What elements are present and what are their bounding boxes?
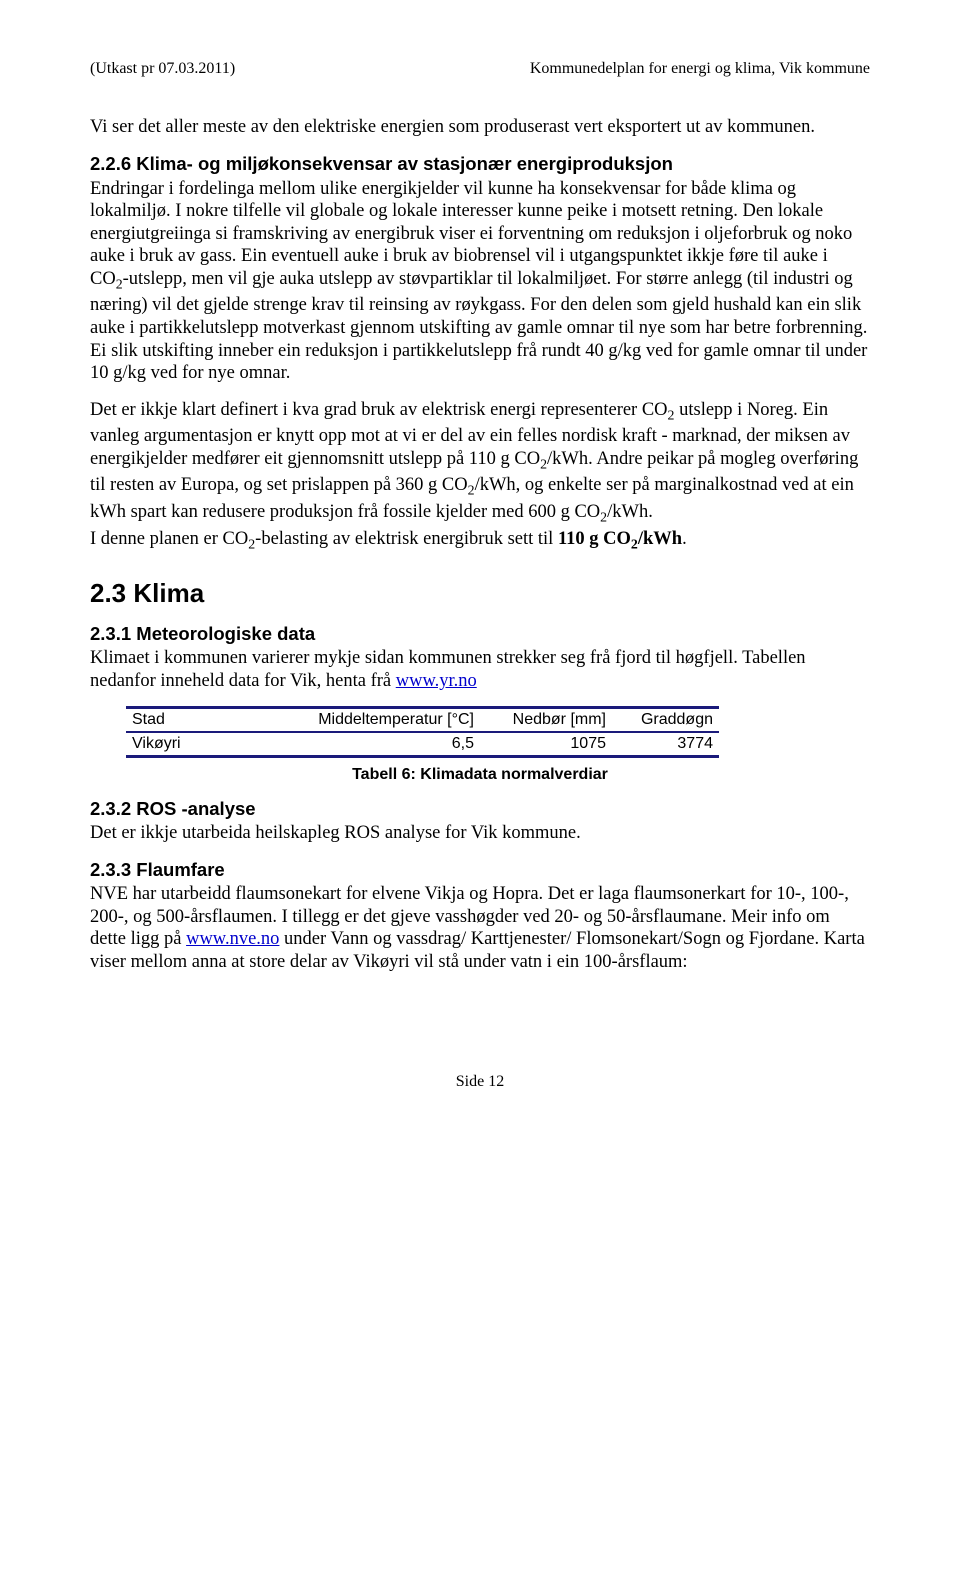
- subscript-2: 2: [631, 537, 638, 552]
- table-header-cell: Graddøgn: [612, 708, 719, 733]
- paragraph-2-3-2: Det er ikkje utarbeida heilskapleg ROS a…: [90, 822, 870, 845]
- paragraph-2-2-6-b: Det er ikkje klart definert i kva grad b…: [90, 399, 870, 555]
- heading-2-2-6: 2.2.6 Klima- og miljøkonsekvensar av sta…: [90, 153, 870, 175]
- table-header-row: Stad Middeltemperatur [°C] Nedbør [mm] G…: [126, 708, 719, 733]
- table-cell: 1075: [480, 732, 612, 757]
- subscript-2: 2: [468, 484, 475, 499]
- table-row: Vikøyri 6,5 1075 3774: [126, 732, 719, 757]
- table-header-cell: Nedbør [mm]: [480, 708, 612, 733]
- text-fragment: .: [682, 529, 687, 549]
- table-caption: Tabell 6: Klimadata normalverdiar: [90, 766, 870, 784]
- page-header: (Utkast pr 07.03.2011) Kommunedelplan fo…: [90, 60, 870, 78]
- header-left: (Utkast pr 07.03.2011): [90, 60, 235, 78]
- link-yr-no[interactable]: www.yr.no: [396, 671, 477, 691]
- page-footer: Side 12: [90, 1073, 870, 1091]
- table-cell: 3774: [612, 732, 719, 757]
- heading-2-3-3: 2.3.3 Flaumfare: [90, 859, 870, 881]
- intro-paragraph: Vi ser det aller meste av den elektriske…: [90, 116, 870, 139]
- table-header-cell: Middeltemperatur [°C]: [278, 708, 480, 733]
- page: (Utkast pr 07.03.2011) Kommunedelplan fo…: [0, 0, 960, 1131]
- heading-2-3: 2.3 Klima: [90, 578, 870, 609]
- climate-table: Stad Middeltemperatur [°C] Nedbør [mm] G…: [126, 706, 719, 758]
- text-fragment: I denne planen er CO: [90, 529, 248, 549]
- table-cell: 6,5: [278, 732, 480, 757]
- subscript-2: 2: [540, 458, 547, 473]
- text-fragment: /kWh.: [607, 502, 653, 522]
- table-header-cell: Stad: [126, 708, 278, 733]
- text-fragment: Det er ikkje klart definert i kva grad b…: [90, 400, 668, 420]
- text-bold: /kWh: [638, 529, 682, 549]
- heading-2-3-1: 2.3.1 Meteorologiske data: [90, 623, 870, 645]
- link-nve-no[interactable]: www.nve.no: [186, 929, 279, 949]
- paragraph-2-3-3: NVE har utarbeidd flaumsonekart for elve…: [90, 883, 870, 973]
- paragraph-2-3-1: Klimaet i kommunen varierer mykje sidan …: [90, 647, 870, 692]
- heading-2-3-2: 2.3.2 ROS -analyse: [90, 798, 870, 820]
- subscript-2: 2: [116, 278, 123, 293]
- header-right: Kommunedelplan for energi og klima, Vik …: [530, 60, 870, 78]
- text-bold: 110 g CO: [558, 529, 631, 549]
- climate-table-wrap: Stad Middeltemperatur [°C] Nedbør [mm] G…: [126, 706, 870, 758]
- text-fragment: -belasting av elektrisk energibruk sett …: [255, 529, 558, 549]
- paragraph-2-2-6-a: Endringar i fordelinga mellom ulike ener…: [90, 178, 870, 385]
- table-cell: Vikøyri: [126, 732, 278, 757]
- text-fragment: -utslepp, men vil gje auka utslepp av st…: [90, 269, 867, 383]
